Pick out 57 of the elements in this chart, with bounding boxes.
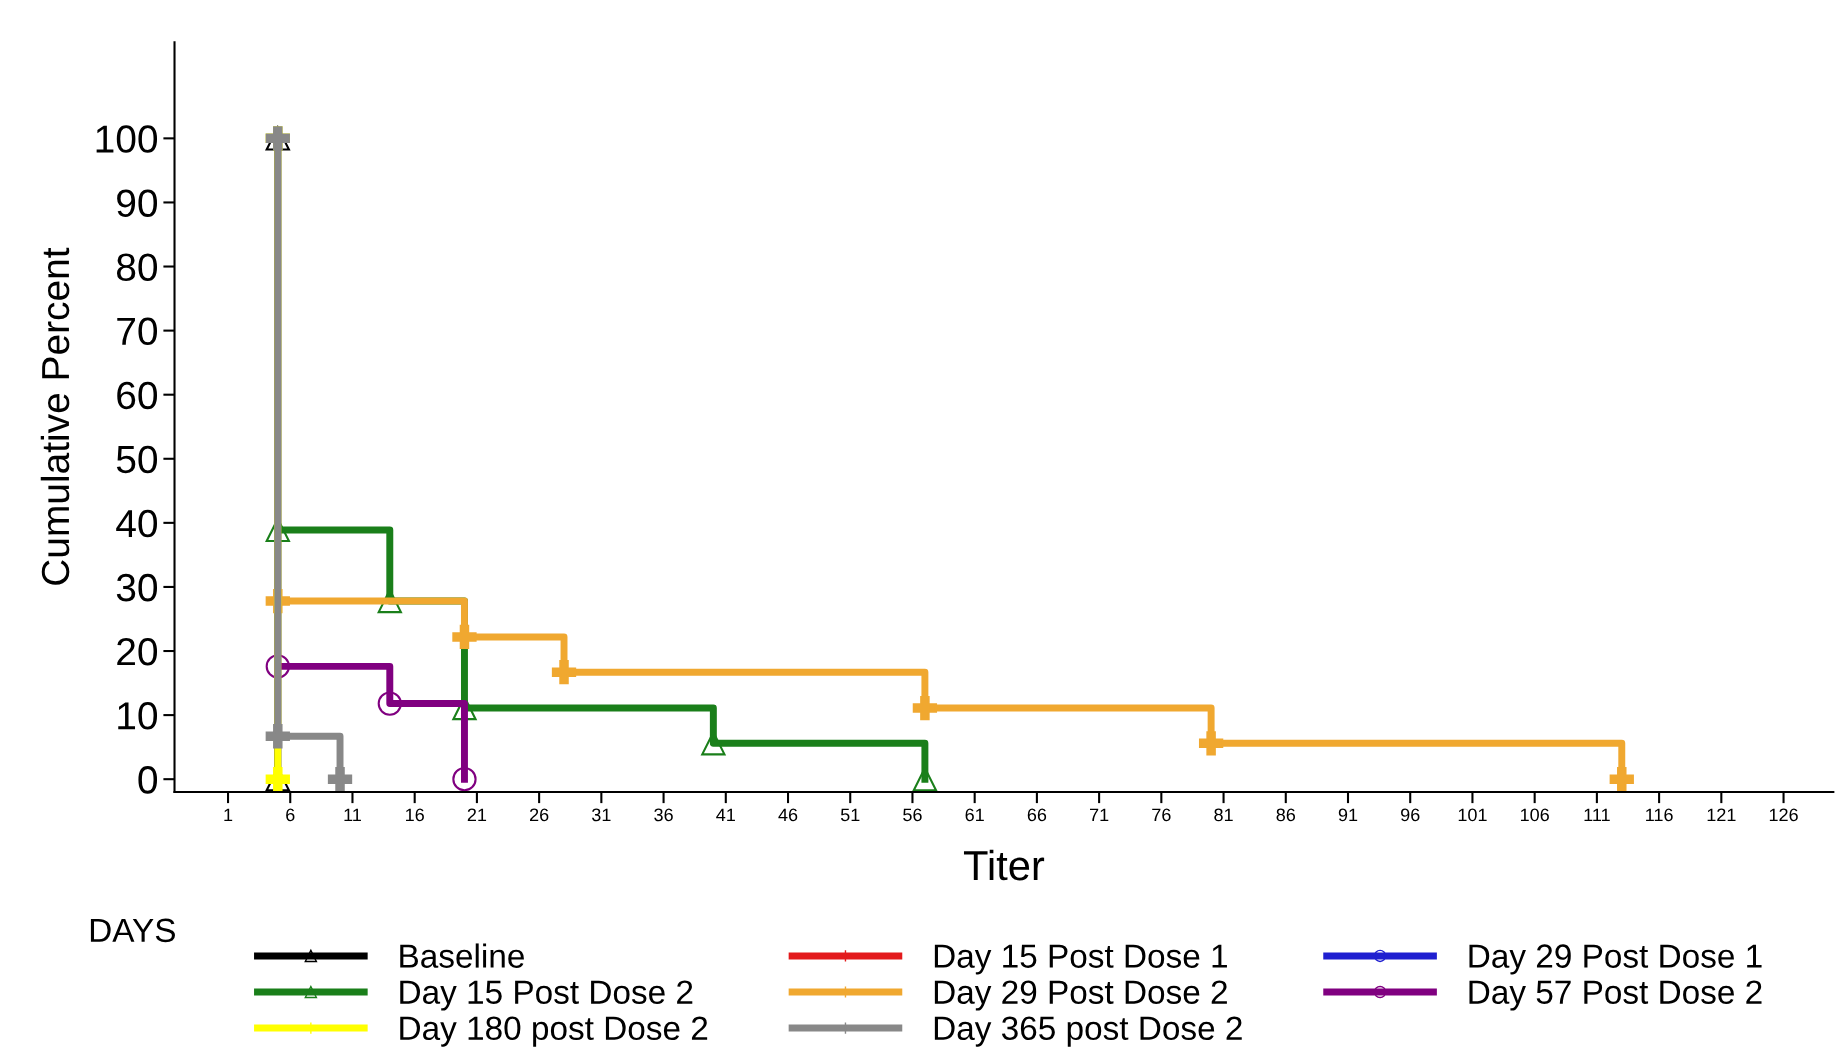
legend-label: Day 180 post Dose 2 [400,1016,708,1047]
y-tick-label: 0 [138,766,158,794]
legend-label: Baseline [400,943,524,968]
legend-label: Day 15 Post Dose 2 [400,980,693,1011]
y-tick-label: 40 [116,509,158,538]
x-tick-label: 81 [1214,808,1233,822]
x-tick-label: 66 [1027,808,1047,822]
x-tick-label: 56 [903,808,922,822]
x-tick-label: 16 [406,808,424,822]
point [377,691,402,716]
legend-label: Day 57 Post Dose 2 [1469,980,1762,1011]
point [265,724,290,749]
y-tick-label: 50 [116,445,158,474]
x-tick-label: 21 [467,808,487,822]
x-tick-label: 106 [1520,808,1549,822]
y-tick-label: 60 [117,381,158,410]
x-tick-label: 121 [1707,808,1736,822]
x-tick-label: 11 [344,808,361,822]
x-tick-label: 26 [530,808,549,822]
x-tick-label: 86 [1276,808,1296,822]
y-tick-label: 100 [96,125,158,153]
legend-label: Day 29 Post Dose 2 [934,980,1227,1011]
legend-title: DAYS [90,918,175,943]
x-tick-label: 126 [1769,808,1798,822]
legend-label: Day 29 Post Dose 1 [1469,944,1762,975]
x-tick-label: 116 [1646,808,1673,822]
x-axis-title: Titer [963,849,1045,881]
point [551,660,577,685]
legend-label: Day 15 Post Dose 1 [934,944,1227,975]
point [1198,731,1224,756]
y-tick-label: 80 [116,253,158,281]
y-tick-label: 90 [117,189,158,217]
y-tick-label: 70 [117,317,158,346]
point [452,624,477,650]
x-tick-label: 76 [1152,808,1171,822]
x-tick-label: 6 [286,808,295,822]
point [327,767,353,792]
legend-label: Day 365 post Dose 2 [934,1016,1242,1047]
point [912,695,938,721]
x-tick-label: 101 [1458,808,1487,822]
x-tick-label: 36 [654,808,673,822]
x-tick-label: 1 [224,808,233,822]
y-axis-title: Cumulative Percent [40,247,70,585]
x-tick-label: 96 [1401,808,1420,822]
x-tick-label: 46 [778,808,798,822]
point [452,767,477,792]
x-tick-label: 51 [840,808,860,822]
y-tick-label: 10 [118,702,158,730]
x-tick-label: 91 [1338,808,1358,822]
x-tick-label: 41 [716,808,735,822]
x-tick-label: 61 [965,808,984,822]
x-tick-label: 31 [592,808,611,822]
y-tick-label: 20 [117,637,158,666]
point [1609,767,1634,792]
x-tick-label: 71 [1090,808,1109,822]
x-tick-label: 111 [1584,808,1610,822]
y-tick-label: 30 [116,573,158,602]
